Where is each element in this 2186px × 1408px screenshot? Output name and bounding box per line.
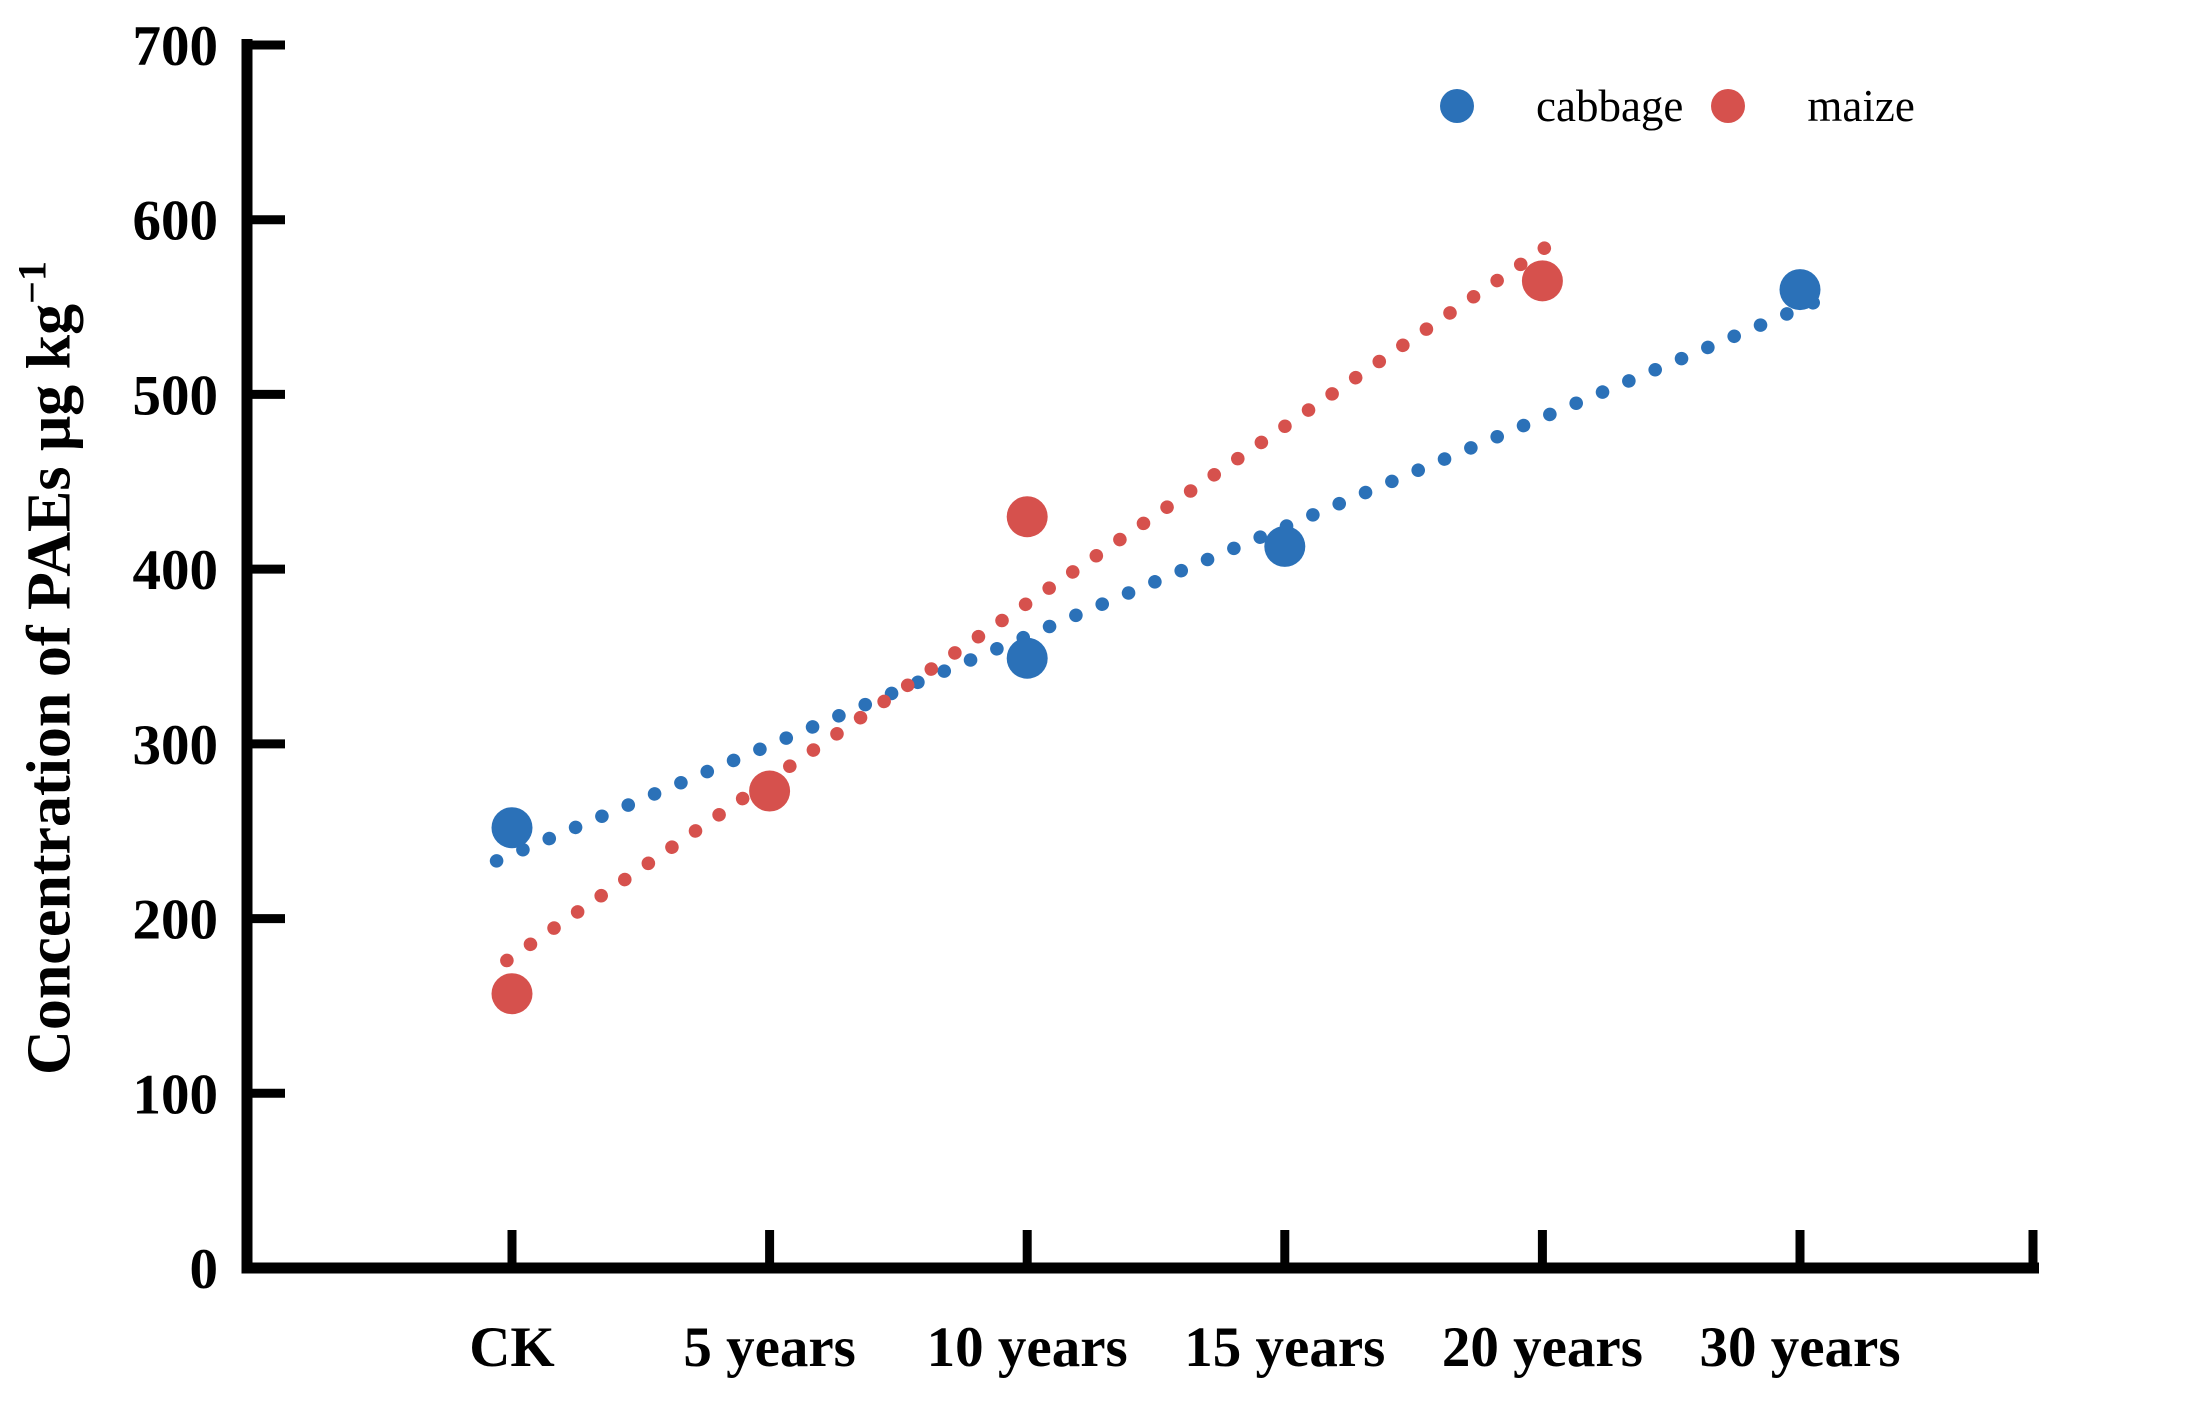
y-tick-label: 100 <box>133 1063 219 1126</box>
data-point-cabbage-10-years <box>1006 637 1048 679</box>
chart-legend: cabbage maize <box>1440 80 1915 132</box>
cabbage-marker-icon <box>1440 89 1474 123</box>
y-axis-title: Concentration of PAEs μg kg−1 <box>10 261 86 1075</box>
data-point-cabbage-15-years <box>1264 525 1306 567</box>
x-tick-label: 10 years <box>927 1316 1128 1379</box>
cabbage-trendline <box>489 286 1843 868</box>
data-point-maize-CK <box>491 973 533 1015</box>
x-tick-label: 30 years <box>1699 1316 1900 1379</box>
y-tick-label: 500 <box>133 364 219 427</box>
maize-marker-icon <box>1711 89 1746 123</box>
legend-item-cabbage: cabbage <box>1440 80 1683 132</box>
x-tick-label: CK <box>469 1316 555 1379</box>
legend-label-cabbage: cabbage <box>1536 81 1684 131</box>
maize-trendline <box>500 235 1560 968</box>
x-tick-label: 20 years <box>1442 1316 1643 1379</box>
x-tick-label: 15 years <box>1184 1316 1385 1379</box>
y-tick-label: 300 <box>133 714 219 777</box>
y-tick-label: 700 <box>133 15 219 78</box>
y-tick-label: 200 <box>133 889 219 952</box>
data-point-maize-5-years <box>749 770 791 812</box>
data-point-maize-10-years <box>1006 496 1048 538</box>
data-point-cabbage-30-years <box>1779 269 1821 311</box>
legend-item-maize: maize <box>1711 80 1915 132</box>
y-tick-label: 400 <box>133 539 219 602</box>
y-tick-label: 600 <box>133 190 219 253</box>
y-axis-title-text: Concentration of PAEs μg kg <box>15 303 84 1075</box>
x-tick-label: 5 years <box>683 1316 856 1379</box>
y-axis-title-superscript: −1 <box>9 261 55 304</box>
legend-label-maize: maize <box>1807 81 1915 131</box>
data-point-maize-20-years <box>1521 260 1563 302</box>
y-tick-label: 0 <box>190 1238 219 1301</box>
data-point-cabbage-CK <box>491 807 533 849</box>
